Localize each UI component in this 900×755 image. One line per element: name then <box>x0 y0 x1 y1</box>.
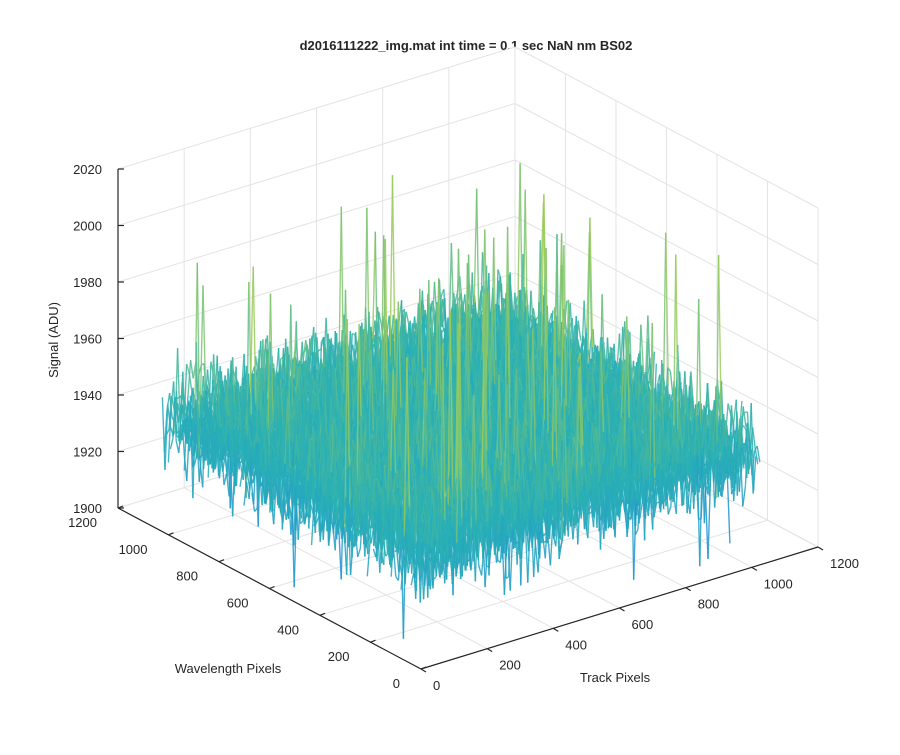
chart-title: d2016111222_img.mat int time = 0.1 sec N… <box>300 38 633 53</box>
surface-segment <box>352 334 355 335</box>
surface-segment <box>348 361 351 362</box>
